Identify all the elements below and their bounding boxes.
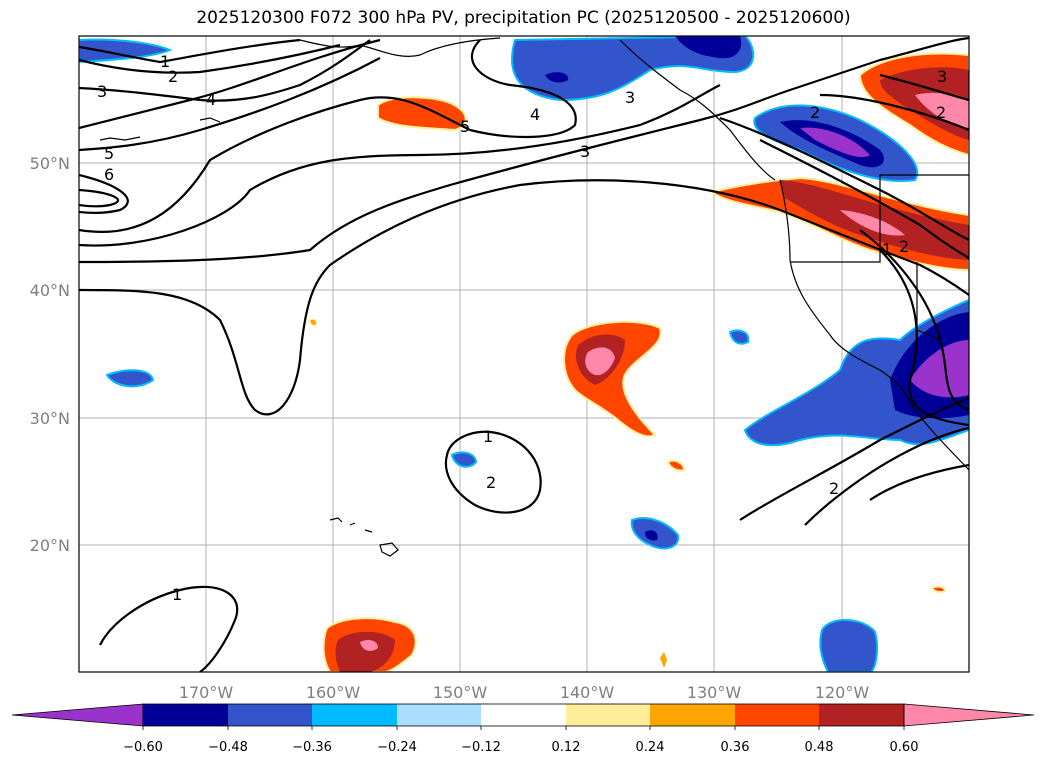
neg-area-w1 <box>105 369 155 388</box>
colorbar-tick-label: −0.12 <box>461 740 501 755</box>
lat-tick-label: 20°N <box>30 536 70 555</box>
colorbar-labels: −0.60 −0.48 −0.36 −0.24 −0.12 0.12 0.24 … <box>123 740 918 755</box>
colorbar-tick-label: 0.12 <box>552 740 581 755</box>
lon-tick-label: 120°W <box>815 683 870 702</box>
colorbar-segment <box>481 704 566 726</box>
neg-core-s1 <box>645 530 658 541</box>
neg-area-w2 <box>450 451 478 468</box>
neg-area-s2 <box>819 619 879 672</box>
colorbar-tick-label: −0.36 <box>292 740 332 755</box>
pos-pink-south <box>360 640 378 651</box>
map-content: 1 2 3 4 5 6 5 3 4 3 2 3 2 1 2 1 2 2 1 <box>79 36 969 672</box>
colorbar-tick-label: 0.48 <box>805 740 834 755</box>
contour-label: 2 <box>829 479 839 498</box>
contour-label: 1 <box>483 427 493 446</box>
pos-pink-center <box>585 347 615 376</box>
colorbar-segment <box>819 704 904 726</box>
lat-axis-labels: 50°N 40°N 30°N 20°N <box>30 154 70 555</box>
pos-area-small3 <box>309 318 317 326</box>
colorbar-segment <box>650 704 735 726</box>
colorbar-tick-label: −0.24 <box>377 740 417 755</box>
contour-label: 2 <box>899 237 909 256</box>
contour-label-layer: 1 2 3 4 5 6 5 3 4 3 2 3 2 1 2 1 2 2 1 <box>97 52 947 604</box>
lon-tick-label: 130°W <box>687 683 742 702</box>
neg-purple-socal <box>910 340 969 398</box>
lon-axis-labels: 170°W 160°W 150°W 140°W 130°W 120°W <box>179 683 870 702</box>
lon-tick-label: 150°W <box>433 683 488 702</box>
contour-label: 3 <box>97 82 107 101</box>
colorbar <box>11 703 1035 730</box>
colorbar-segment <box>397 704 481 726</box>
contour-label: 6 <box>104 165 114 184</box>
pos-area-small4 <box>660 652 667 668</box>
lat-tick-label: 30°N <box>30 409 70 428</box>
neg-core-north-center-b <box>545 72 569 83</box>
pv-contours <box>79 36 969 672</box>
contour-label: 2 <box>486 473 496 492</box>
pos-red-south <box>335 631 395 672</box>
contour-label: 2 <box>936 103 946 122</box>
lat-tick-label: 50°N <box>30 154 70 173</box>
neg-area-nw <box>79 38 173 64</box>
precip-negative-areas <box>79 36 969 672</box>
contour-label: 4 <box>530 105 540 124</box>
colorbar-tick-label: −0.60 <box>123 740 163 755</box>
contour-label: 5 <box>460 117 470 136</box>
contour-label: 3 <box>937 67 947 86</box>
contour-label: 3 <box>580 142 590 161</box>
colorbar-extend-min <box>11 703 144 727</box>
precip-positive-areas <box>309 52 969 672</box>
pos-area-small2 <box>930 585 947 593</box>
colorbar-tick-label: 0.60 <box>890 740 919 755</box>
colorbar-tick-label: −0.48 <box>208 740 248 755</box>
chart-title: 2025120300 F072 300 hPa PV, precipitatio… <box>196 8 851 28</box>
contour-label: 1 <box>882 240 892 259</box>
lon-tick-label: 140°W <box>560 683 615 702</box>
pos-pink-pnw <box>840 210 905 236</box>
contour-label: 5 <box>104 144 114 163</box>
pos-pink-ne <box>915 92 969 128</box>
lon-tick-label: 170°W <box>179 683 234 702</box>
contour-label: 2 <box>168 67 178 86</box>
map-frame <box>78 35 970 673</box>
contour-label: 1 <box>160 52 170 71</box>
contour-label: 2 <box>810 103 820 122</box>
lat-tick-label: 40°N <box>30 281 70 300</box>
pos-area-north <box>377 96 467 132</box>
neg-purple-pnw <box>800 127 870 158</box>
lon-tick-label: 160°W <box>306 683 361 702</box>
contour-label: 3 <box>625 88 635 107</box>
colorbar-tick-label: 0.24 <box>636 740 665 755</box>
neg-area-w3 <box>728 329 750 345</box>
pos-area-small1 <box>666 459 686 472</box>
coastlines <box>99 37 969 557</box>
neg-core-north-center <box>675 36 742 59</box>
contour-label: 4 <box>206 90 216 109</box>
colorbar-segment <box>312 704 397 726</box>
colorbar-segment <box>143 704 228 726</box>
contour-label: 1 <box>172 585 182 604</box>
colorbar-segment <box>228 704 312 726</box>
colorbar-outline <box>142 703 905 727</box>
colorbar-segment <box>735 704 819 726</box>
colorbar-segment <box>566 704 650 726</box>
colorbar-tick-label: 0.36 <box>721 740 750 755</box>
neg-area-north-center <box>511 36 755 102</box>
colorbar-extend-max <box>903 703 1035 727</box>
